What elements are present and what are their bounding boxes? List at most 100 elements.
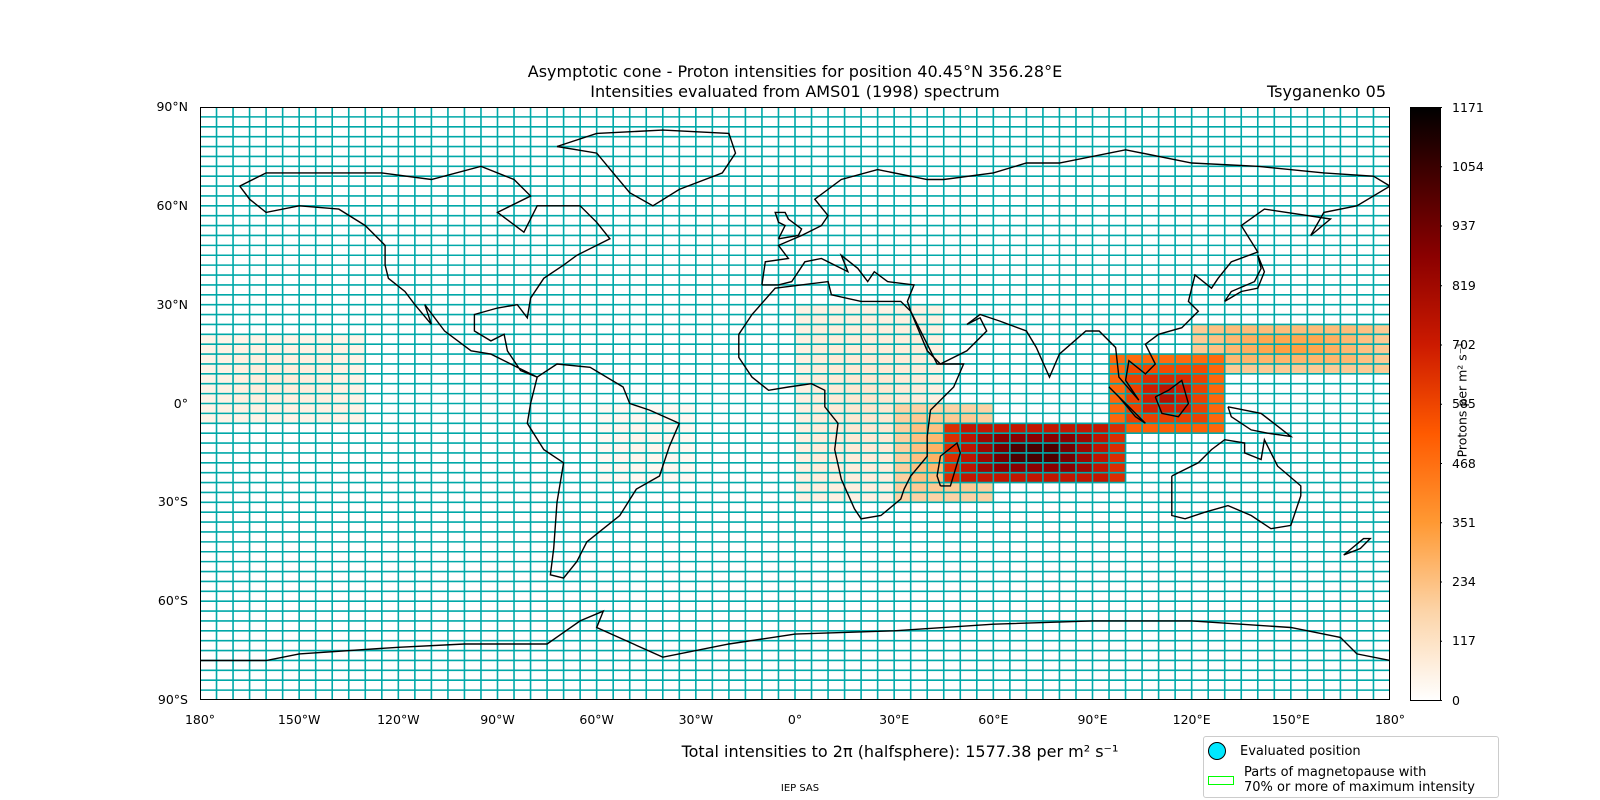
intensity-cell [1241,354,1258,364]
intensity-cell [1307,344,1324,355]
intensity-cell [811,492,829,503]
intensity-cell [1340,324,1357,335]
intensity-cell [1175,383,1192,394]
intensity-cell [613,472,630,483]
intensity-cell [1092,472,1110,483]
intensity-cell [629,462,647,473]
intensity-cell [662,472,680,483]
intensity-cell [1075,472,1093,483]
intensity-cell [927,413,944,424]
intensity-cell [877,383,895,394]
intensity-cell [927,403,944,414]
intensity-cell [1356,354,1374,364]
intensity-cell [894,452,911,463]
intensity-cell [266,373,283,384]
intensity-cell [943,482,961,493]
chart-title: Asymptotic cone - Proton intensities for… [527,62,1063,81]
evaluated-position-marker [1208,742,1226,760]
intensity-cell [993,433,1010,444]
intensity-cell [811,363,829,374]
lon-tick-label: 90°E [1077,712,1108,727]
intensity-cell [861,403,878,414]
intensity-cell [1175,354,1192,364]
intensity-cell [1075,462,1093,473]
intensity-cell [1109,443,1126,453]
intensity-cell [811,423,829,434]
intensity-cell [1109,373,1126,384]
intensity-cell [1125,423,1143,434]
intensity-cell [795,443,812,453]
intensity-cell [1224,334,1242,345]
intensity-cell [910,383,928,394]
intensity-cell [1373,363,1390,374]
intensity-cell [596,433,614,444]
intensity-cell [1257,354,1275,364]
intensity-cell [233,363,250,374]
intensity-cell [894,403,911,414]
intensity-cell [877,482,895,493]
intensity-cell [894,393,911,404]
intensity-cell [629,472,647,483]
intensity-cell [795,423,812,434]
intensity-cell [200,393,217,404]
intensity-cell [1059,452,1076,463]
intensity-cell [679,462,696,473]
intensity-cell [200,363,217,374]
intensity-cell [795,314,812,325]
intensity-cell [1307,363,1324,374]
intensity-cell [1142,403,1159,414]
intensity-cell [315,363,333,374]
intensity-cell [282,354,300,364]
intensity-cell [910,443,928,453]
intensity-cell [976,452,994,463]
intensity-cell [844,472,862,483]
intensity-cell [282,334,300,345]
intensity-cell [828,373,845,384]
intensity-cell [299,383,316,394]
colorbar-tick-label: 937 [1452,217,1476,233]
coastline-madagascar [936,441,962,487]
intensity-cell [877,472,895,483]
intensity-cell [662,403,680,414]
intensity-cell [861,314,878,325]
intensity-cell [1175,403,1192,414]
intensity-cell [1356,344,1374,355]
intensity-cell [828,393,845,404]
intensity-cell [1274,363,1291,374]
intensity-cell [1109,472,1126,483]
intensity-cell [828,324,845,335]
intensity-cell [976,482,994,493]
intensity-cell [795,304,812,315]
intensity-cell [216,354,234,364]
intensity-cell [249,373,267,384]
intensity-cell [249,413,267,424]
intensity-cell [216,363,234,374]
intensity-cell [1208,413,1225,424]
intensity-cell [596,472,614,483]
lon-tick-label: 90°W [480,712,515,727]
intensity-cell [894,492,911,503]
intensity-cell [249,403,267,414]
intensity-cell [811,433,829,444]
intensity-cell [943,492,961,503]
intensity-cell [1158,354,1176,364]
intensity-cell [332,344,349,355]
intensity-cell [1208,373,1225,384]
coastline-south-america [526,363,681,579]
intensity-cell [894,354,911,364]
intensity-cell [1158,383,1176,394]
intensity-cell [613,433,630,444]
intensity-cell [960,482,977,493]
intensity-cell [811,452,829,463]
intensity-cell [1175,373,1192,384]
intensity-cell [1241,344,1258,355]
intensity-cell [646,413,663,424]
intensity-cell [894,423,911,434]
intensity-cell [1191,324,1209,335]
intensity-cell [629,433,647,444]
intensity-cell [927,304,944,315]
intensity-cell [1307,334,1324,345]
intensity-cell [1373,324,1390,335]
intensity-cell [960,462,977,473]
intensity-cell [910,462,928,473]
